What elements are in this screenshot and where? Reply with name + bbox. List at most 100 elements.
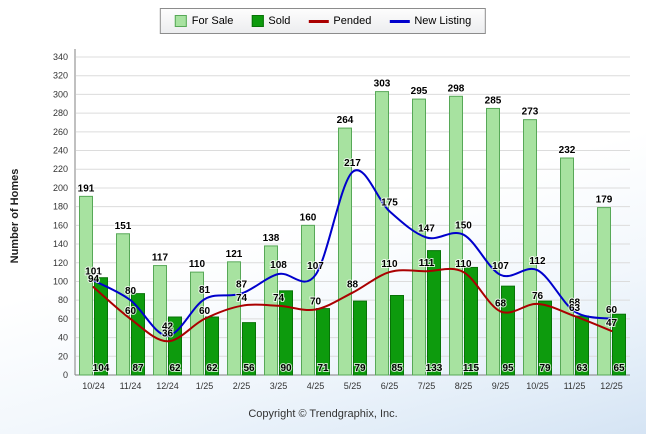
x-tick-label: 6/25	[381, 381, 399, 391]
new-listing-value-label: 107	[307, 261, 324, 272]
new-listing-line-swatch	[389, 19, 410, 23]
y-tick-label: 0	[63, 370, 68, 380]
y-axis-title: Number of Homes	[9, 169, 21, 264]
pended-value-label: 110	[381, 259, 398, 270]
bar-sold	[316, 308, 330, 376]
sold-value-label: 71	[317, 363, 329, 374]
pended-value-label: 111	[419, 258, 435, 269]
new-listing-value-label: 175	[381, 197, 398, 208]
legend-item-sold: Sold	[251, 15, 290, 27]
bar-sold	[464, 266, 478, 376]
y-tick-label: 60	[58, 314, 68, 324]
pended-value-label: 94	[88, 274, 100, 285]
sold-value-label: 62	[206, 363, 218, 374]
for-sale-value-label: 117	[152, 253, 169, 264]
new-listing-value-label: 87	[236, 280, 248, 291]
sold-value-label: 85	[391, 363, 403, 374]
pended-value-label: 60	[199, 306, 211, 317]
new-listing-value-label: 60	[606, 305, 618, 316]
for-sale-value-label: 121	[226, 249, 243, 260]
new-listing-value-label: 150	[455, 221, 472, 232]
pended-value-label: 36	[162, 328, 174, 339]
x-tick-label: 7/25	[418, 381, 436, 391]
y-tick-label: 40	[58, 333, 68, 343]
sold-value-label: 63	[576, 363, 588, 374]
for-sale-value-label: 264	[337, 115, 354, 126]
bar-for-sale	[449, 95, 463, 376]
y-tick-label: 140	[53, 239, 68, 249]
y-tick-label: 100	[53, 276, 68, 286]
for-sale-value-label: 110	[189, 259, 206, 270]
x-tick-label: 4/25	[307, 381, 325, 391]
bar-for-sale	[560, 157, 574, 376]
pended-value-label: 68	[495, 298, 507, 309]
pended-value-label: 70	[310, 297, 322, 308]
sold-swatch	[251, 15, 264, 27]
legend-label-new-listing: New Listing	[414, 15, 472, 27]
y-tick-label: 20	[58, 351, 68, 361]
x-tick-label: 12/24	[156, 381, 179, 391]
bar-sold	[612, 313, 626, 376]
sold-value-label: 104	[93, 363, 110, 374]
bar-sold	[575, 315, 589, 376]
y-tick-label: 160	[53, 220, 68, 230]
x-tick-label: 10/25	[526, 381, 549, 391]
new-listing-value-label: 112	[529, 256, 546, 267]
y-tick-label: 80	[58, 295, 68, 305]
sold-value-label: 62	[169, 363, 181, 374]
sold-value-label: 95	[502, 363, 514, 374]
x-tick-label: 12/25	[600, 381, 623, 391]
pended-value-label: 47	[606, 318, 618, 329]
pended-value-label: 110	[455, 259, 472, 270]
y-tick-label: 340	[53, 52, 68, 62]
y-tick-label: 300	[53, 89, 68, 99]
y-tick-label: 220	[53, 164, 68, 174]
bar-sold	[427, 250, 441, 376]
sold-value-label: 79	[539, 363, 551, 374]
for-sale-value-label: 151	[115, 221, 132, 232]
x-tick-label: 3/25	[270, 381, 288, 391]
bar-sold	[279, 290, 293, 376]
legend-item-for-sale: For Sale	[174, 15, 234, 27]
legend-label-sold: Sold	[268, 15, 291, 27]
bar-sold	[538, 300, 552, 376]
legend-label-for-sale: For Sale	[191, 15, 234, 27]
bar-for-sale	[338, 127, 352, 376]
x-tick-label: 5/25	[344, 381, 362, 391]
legend: For Sale Sold Pended New Listing	[159, 8, 487, 34]
y-tick-label: 280	[53, 108, 68, 118]
pended-line-swatch	[308, 19, 329, 23]
for-sale-value-label: 232	[559, 145, 576, 156]
sold-value-label: 56	[243, 363, 255, 374]
x-tick-label: 2/25	[233, 381, 251, 391]
new-listing-line	[92, 169, 613, 337]
bar-for-sale	[153, 265, 167, 376]
bar-for-sale	[597, 207, 611, 376]
pended-value-label: 74	[273, 293, 285, 304]
for-sale-value-label: 285	[485, 95, 502, 106]
x-tick-label: 9/25	[492, 381, 510, 391]
sold-value-label: 79	[354, 363, 366, 374]
copyright-text: Copyright © Trendgraphix, Inc.	[248, 408, 398, 420]
pended-value-label: 63	[569, 303, 581, 314]
pended-value-label: 76	[532, 291, 544, 302]
sold-value-label: 115	[463, 363, 480, 374]
for-sale-value-label: 303	[374, 79, 391, 90]
legend-item-new-listing: New Listing	[389, 15, 471, 27]
sold-value-label: 87	[132, 363, 144, 374]
legend-label-pended: Pended	[333, 15, 372, 27]
for-sale-value-label: 179	[596, 195, 613, 206]
pended-value-label: 88	[347, 280, 359, 291]
for-sale-swatch	[174, 15, 187, 27]
bar-sold	[94, 277, 108, 376]
legend-item-pended: Pended	[308, 15, 371, 27]
bar-for-sale	[523, 119, 537, 376]
sold-value-label: 90	[280, 363, 292, 374]
y-tick-label: 260	[53, 127, 68, 137]
bar-for-sale	[375, 91, 389, 376]
for-sale-value-label: 298	[448, 83, 465, 94]
sold-value-label: 65	[613, 363, 625, 374]
bar-sold	[353, 300, 367, 376]
bar-for-sale	[301, 224, 315, 376]
